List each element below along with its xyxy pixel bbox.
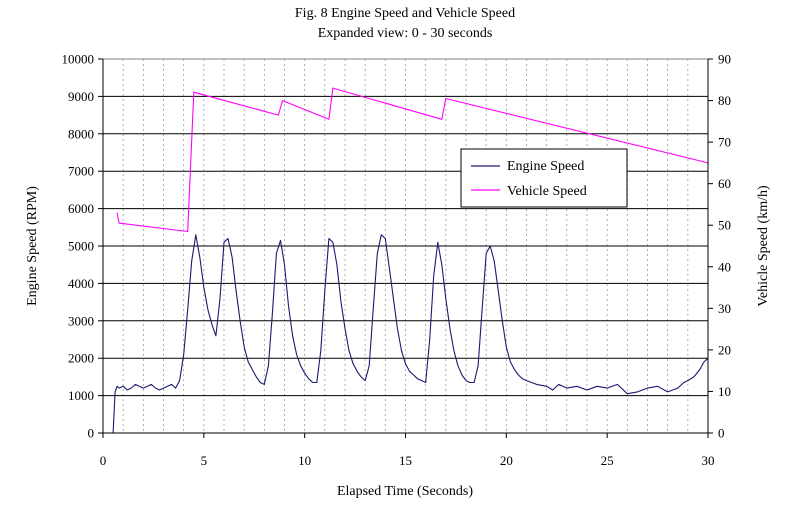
legend-engine-label: Engine Speed	[507, 159, 584, 174]
x-tick-label: 15	[399, 453, 412, 468]
left-tick-label: 10000	[62, 52, 95, 67]
right-tick-label: 40	[718, 259, 731, 274]
right-tick-label: 10	[718, 384, 731, 399]
right-tick-label: 30	[718, 301, 731, 316]
right-tick-label: 60	[718, 176, 731, 191]
x-tick-label: 5	[201, 453, 208, 468]
right-tick-label: 80	[718, 93, 731, 108]
vehicle-speed-line	[116, 87, 709, 233]
x-tick-label: 20	[500, 453, 513, 468]
x-axis-label: Elapsed Time (Seconds)	[337, 484, 473, 499]
x-tick-label: 10	[298, 453, 311, 468]
right-tick-label: 0	[718, 426, 725, 441]
right-tick-label: 20	[718, 342, 731, 357]
engine-speed-line	[111, 234, 709, 434]
right-tick-label: 90	[718, 52, 731, 67]
x-tick-label: 0	[100, 453, 107, 468]
legend-box	[460, 148, 628, 208]
left-tick-label: 0	[88, 426, 95, 441]
right-tick-label: 50	[718, 218, 731, 233]
series-layer	[111, 87, 709, 434]
left-tick-label: 8000	[68, 126, 94, 141]
x-axis-ticks: 0 5 10 15 20 25 30	[100, 433, 715, 468]
left-tick-label: 2000	[68, 351, 94, 366]
chart-subtitle: Expanded view: 0 - 30 seconds	[318, 26, 493, 41]
left-axis-ticks: 0 1000 2000 3000 4000 5000 6000 7000 8000 9000 100…	[62, 52, 103, 441]
right-axis-ticks: 0 10 20 30 40 50 60 70 80 90	[708, 52, 731, 441]
right-tick-label: 70	[718, 135, 731, 150]
left-tick-label: 9000	[68, 89, 94, 104]
x-tick-label: 25	[601, 453, 614, 468]
right-axis-label: Vehicle Speed (km/h)	[756, 185, 771, 307]
left-tick-label: 5000	[68, 239, 94, 254]
left-tick-label: 7000	[68, 164, 94, 179]
left-tick-label: 4000	[68, 276, 94, 291]
left-axis-label: Engine Speed (RPM)	[25, 186, 40, 306]
x-tick-label: 30	[702, 453, 715, 468]
left-tick-label: 6000	[68, 201, 94, 216]
left-tick-label: 3000	[68, 313, 94, 328]
left-tick-label: 1000	[68, 388, 94, 403]
legend-vehicle-label: Vehicle Speed	[507, 184, 587, 199]
chart-title: Fig. 8 Engine Speed and Vehicle Speed	[295, 6, 515, 21]
legend: Engine Speed Vehicle Speed	[460, 148, 628, 208]
